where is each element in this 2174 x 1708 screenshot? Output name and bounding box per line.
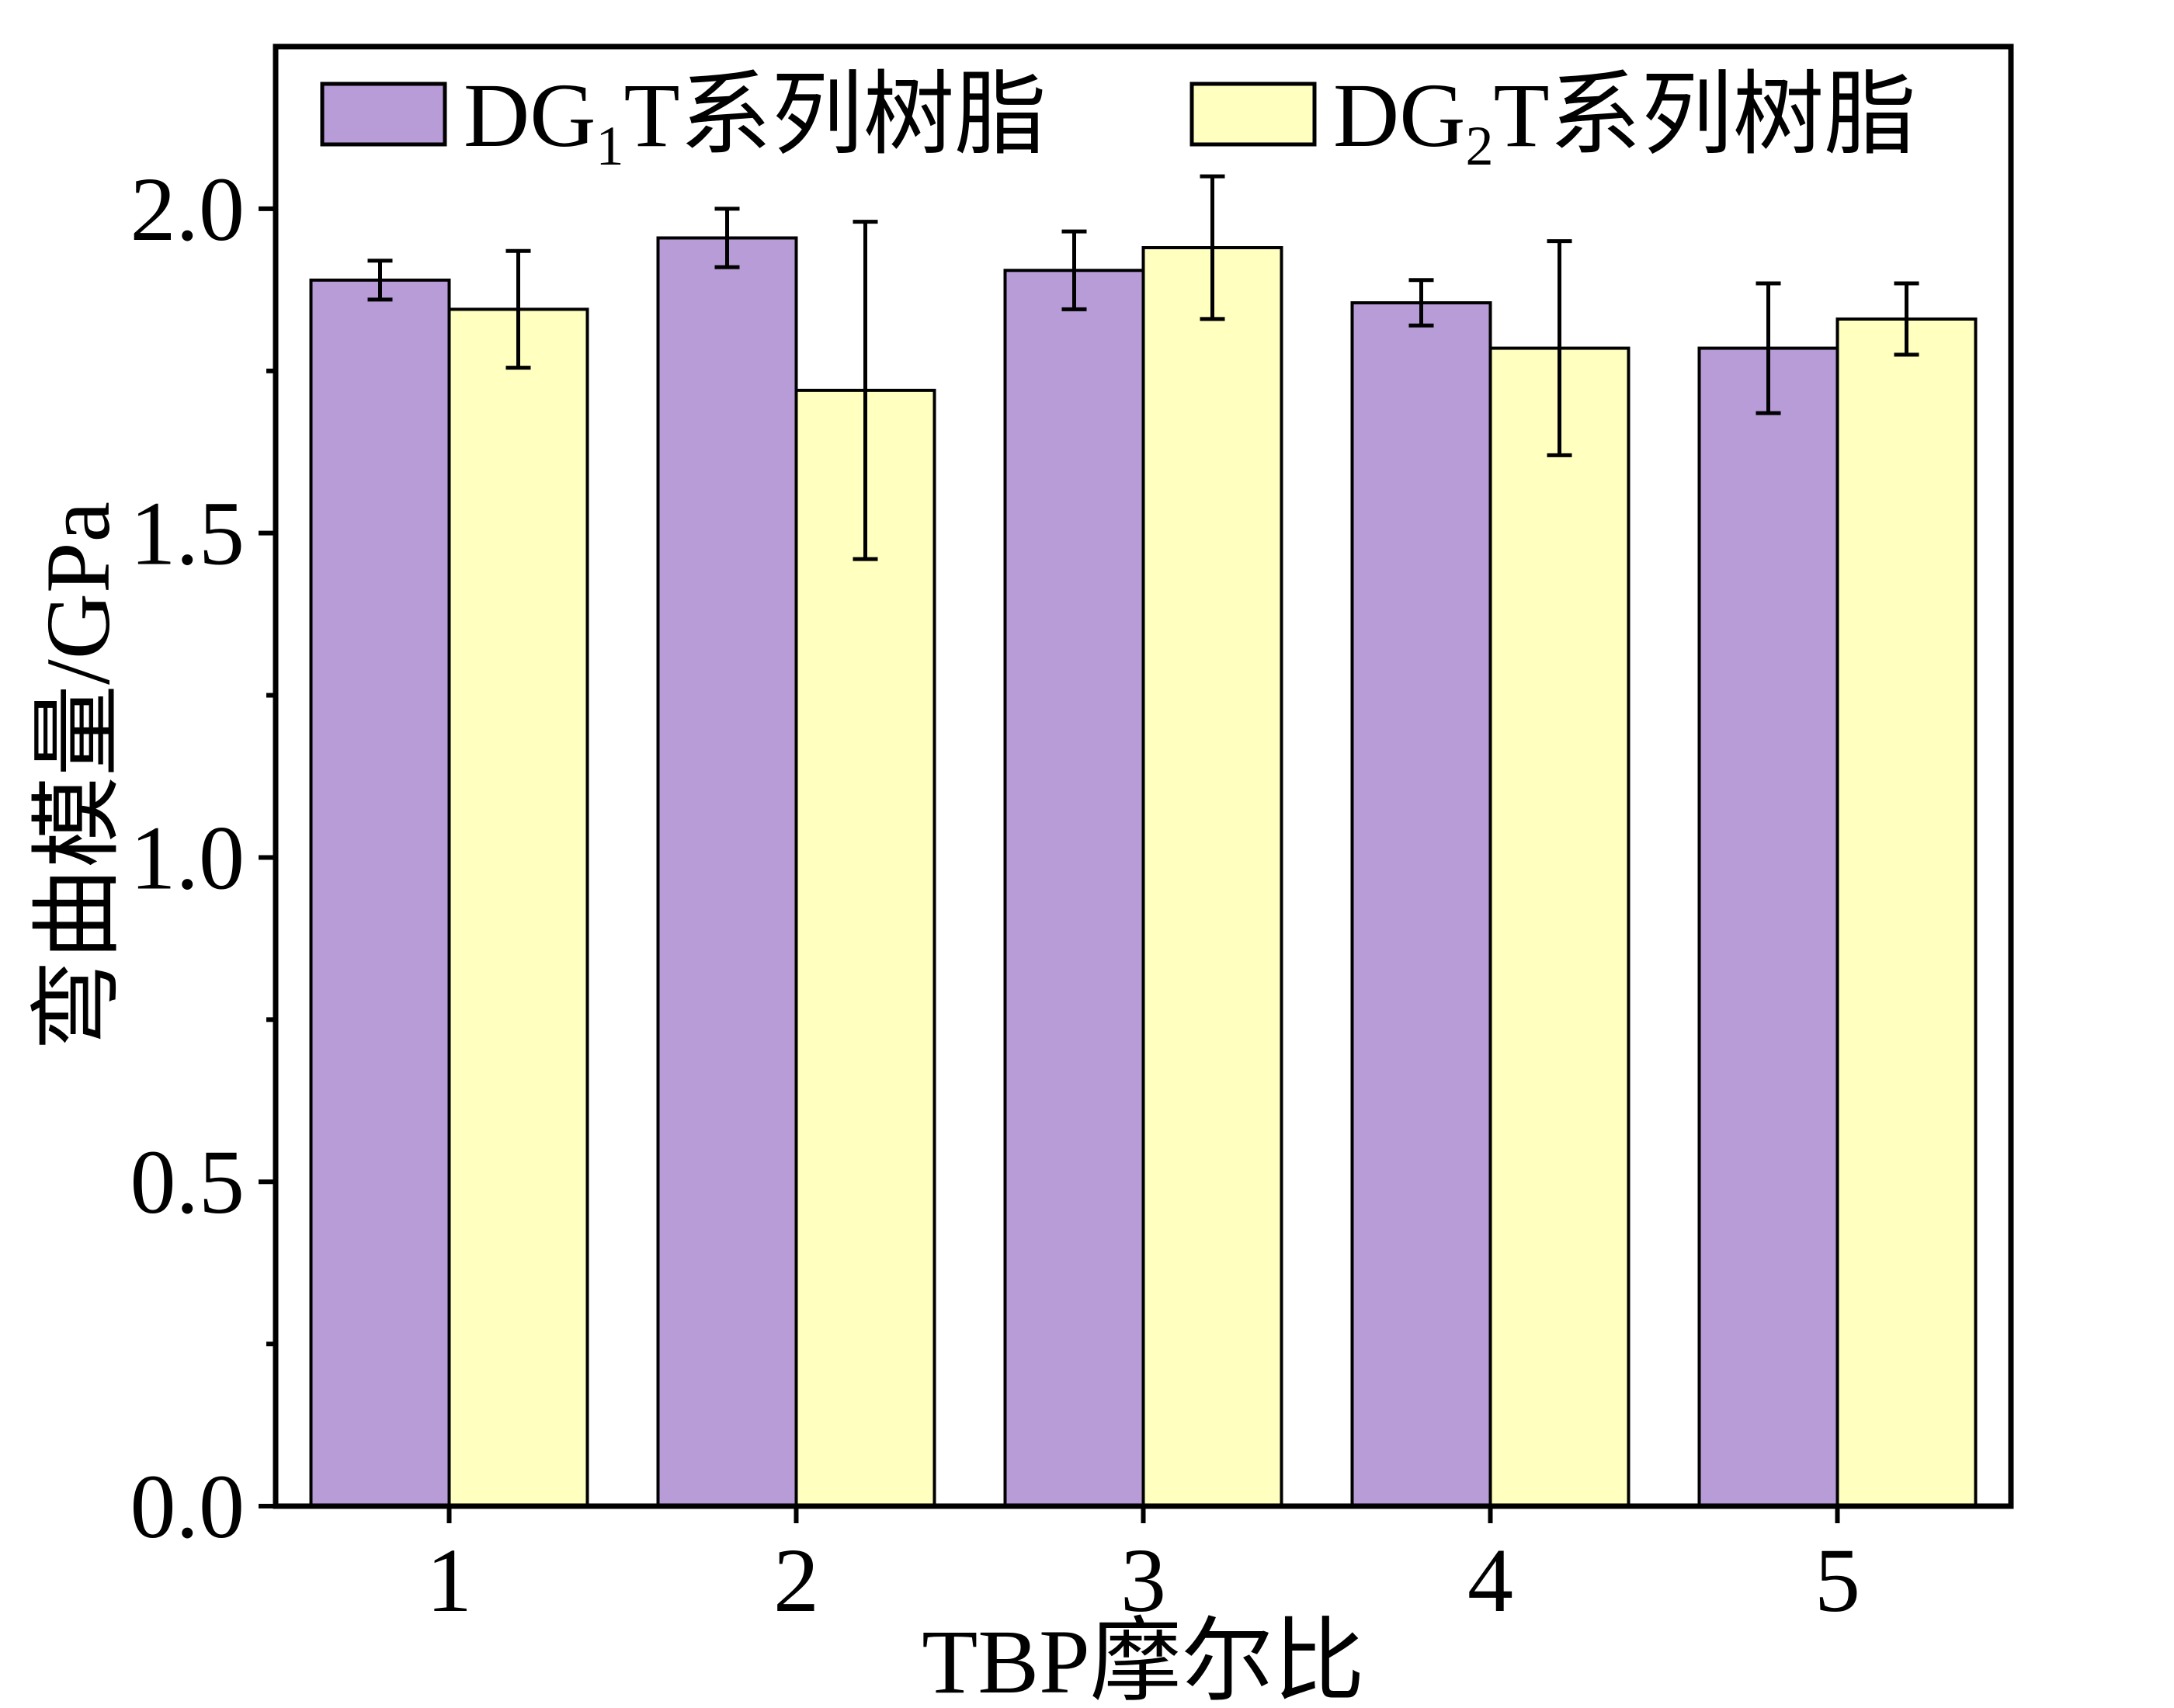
y-tick-label-1: 0.5	[130, 1131, 245, 1233]
y-tick-label-2: 1.0	[130, 807, 245, 908]
bar-s2-2	[794, 388, 936, 1508]
x-tick-label-4: 4	[1467, 1529, 1513, 1631]
legend-swatch-s2	[1189, 82, 1317, 147]
bar-s1-3	[1003, 269, 1145, 1508]
legend-label-s2: DG2T系列树脂	[1333, 64, 1916, 177]
bar-s2-5	[1835, 317, 1978, 1508]
error-bars-layer	[367, 174, 1919, 561]
bar-s1-4	[1350, 301, 1492, 1508]
x-tick-label-3: 3	[1120, 1529, 1166, 1631]
x-tick-label-1: 1	[426, 1529, 472, 1631]
y-axis: 0.0 0.5 1.0 1.5 2.0	[130, 158, 276, 1557]
bar-s2-1	[447, 307, 589, 1508]
y-tick-label-4: 2.0	[130, 158, 245, 260]
bar-s2-3	[1141, 246, 1283, 1508]
bar-s1-5	[1697, 346, 1839, 1508]
x-axis: 1 2 3 4 5	[426, 1506, 1860, 1631]
bar-s1-2	[656, 236, 798, 1508]
x-axis-title: TBP摩尔比	[922, 1611, 1364, 1708]
x-tick-label-2: 2	[773, 1529, 819, 1631]
bar-s1-1	[309, 278, 451, 1508]
x-tick-label-5: 5	[1815, 1529, 1860, 1631]
bars-layer	[309, 236, 1978, 1508]
bar-s2-4	[1488, 346, 1630, 1508]
y-axis-title: 弯曲模量/GPa	[27, 502, 129, 1051]
y-tick-label-3: 1.5	[130, 483, 245, 585]
legend-swatch-s1	[320, 82, 447, 147]
legend: DG1T系列树脂 DG2T系列树脂	[320, 64, 1916, 177]
legend-label-s1: DG1T系列树脂	[464, 64, 1047, 177]
y-tick-label-0: 0.0	[130, 1456, 245, 1557]
